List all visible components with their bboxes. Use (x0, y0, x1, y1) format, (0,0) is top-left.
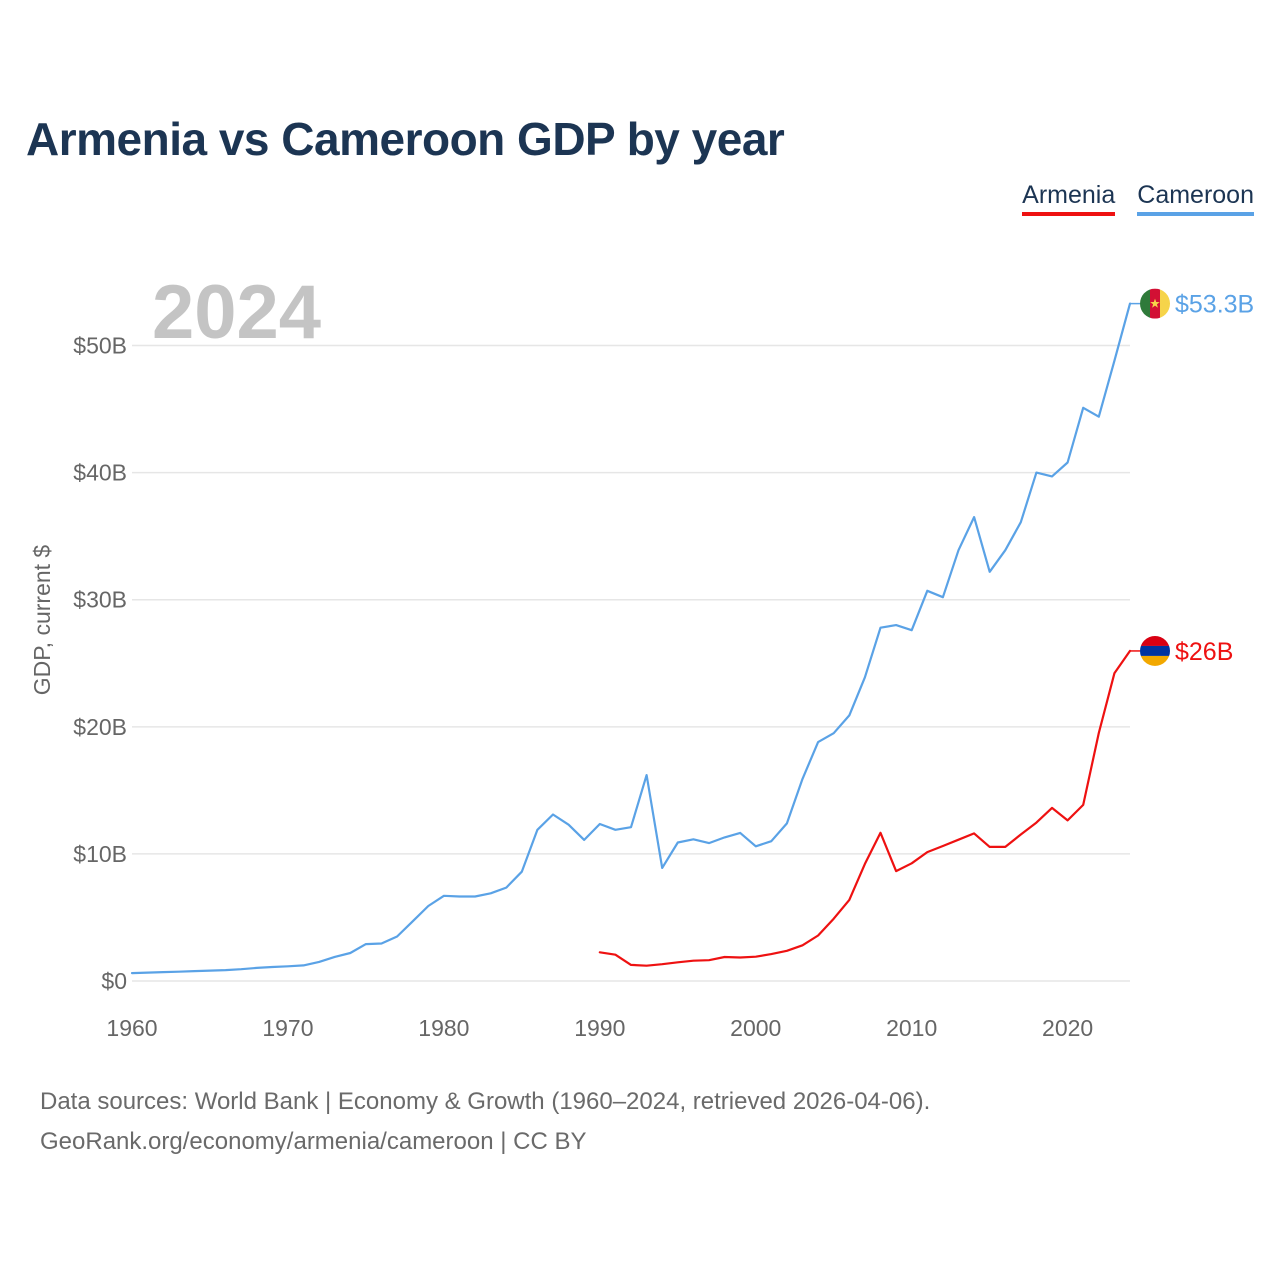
chart-title: Armenia vs Cameroon GDP by year (26, 113, 785, 165)
x-tick-label: 1980 (418, 1015, 469, 1041)
x-tick-label: 2000 (730, 1015, 781, 1041)
y-tick-label: $30B (73, 587, 127, 613)
legend-item-cameroon[interactable]: Cameroon (1137, 180, 1254, 216)
y-tick-label: $50B (73, 333, 127, 359)
x-tick-label: 1970 (262, 1015, 313, 1041)
gdp-line-chart: 2024 $0 $10B $20B $30B $40B $50B 1960 1970 1980… (29, 270, 1254, 1041)
legend: Armenia Cameroon (1022, 180, 1254, 216)
x-tick-label: 2010 (886, 1015, 937, 1041)
source-note: Data sources: World Bank | Economy & Gro… (40, 1082, 930, 1162)
y-tick-label: $0 (101, 968, 127, 994)
end-value-label-cameroon: $53.3B (1175, 291, 1254, 319)
current-year-label: 2024 (152, 270, 321, 355)
source-line-attribution[interactable]: GeoRank.org/economy/armenia/cameroon | C… (40, 1128, 587, 1155)
y-tick-label: $10B (73, 841, 127, 867)
cameroon-flag-icon (1140, 288, 1170, 319)
series-line-armenia[interactable] (598, 649, 1132, 967)
x-tick-label: 1990 (574, 1015, 625, 1041)
x-tick-label: 2020 (1042, 1015, 1093, 1041)
series-line-cameroon[interactable] (130, 302, 1132, 975)
x-tick-label: 1960 (106, 1015, 157, 1041)
y-tick-label: $20B (73, 714, 127, 740)
y-axis-title: GDP, current $ (29, 545, 55, 696)
y-tick-label: $40B (73, 460, 127, 486)
end-value-label-armenia: $26B (1175, 638, 1233, 666)
source-line-data: Data sources: World Bank | Economy & Gro… (40, 1088, 931, 1115)
armenia-flag-icon (1140, 635, 1170, 666)
legend-item-armenia[interactable]: Armenia (1022, 180, 1116, 216)
